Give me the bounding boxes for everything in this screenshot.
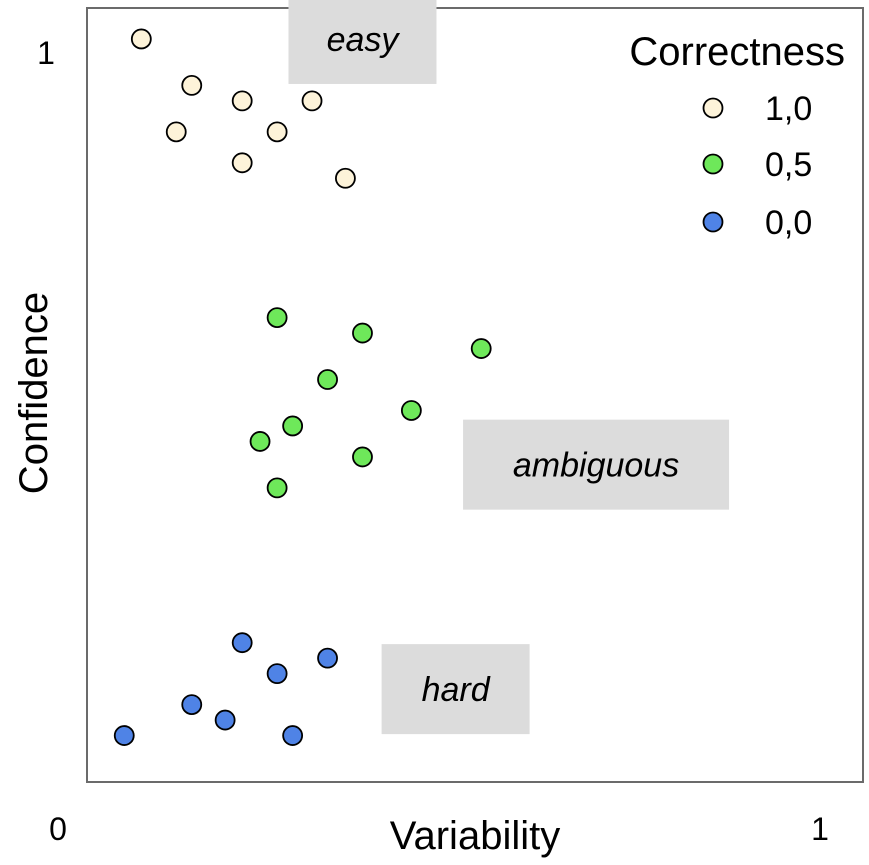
data-point-0-2: [231, 90, 253, 112]
data-point-1-7: [352, 446, 373, 468]
legend-marker-0: [702, 97, 724, 119]
data-point-1-8: [266, 477, 288, 499]
data-point-2-6: [282, 725, 304, 746]
legend-label-1: 0,5: [765, 146, 812, 184]
data-point-2-1: [317, 647, 338, 669]
data-point-1-6: [249, 431, 271, 452]
legend-title: Correctness: [629, 30, 845, 74]
x-tick-label-min: 0: [49, 811, 67, 847]
data-point-0-6: [231, 152, 253, 174]
annotation-box-hard: [381, 644, 530, 735]
data-point-2-2: [266, 663, 288, 685]
data-point-1-1: [352, 322, 373, 344]
legend: Correctness 1,0 0,5 0,0: [629, 30, 845, 242]
legend-label-0: 1,0: [765, 90, 812, 128]
data-point-0-7: [335, 167, 356, 189]
data-point-0-4: [165, 121, 187, 143]
data-point-0-0: [130, 28, 152, 50]
x-axis-label: Variability: [390, 814, 560, 858]
data-point-0-1: [181, 75, 203, 96]
points-layer: [113, 28, 492, 746]
legend-marker-1: [702, 153, 724, 175]
data-point-1-3: [317, 369, 338, 390]
x-tick-label-max: 1: [811, 811, 829, 847]
annotation-box-easy: [288, 0, 437, 84]
data-point-0-5: [266, 121, 288, 143]
data-point-2-3: [181, 694, 203, 715]
annotation-box-ambiguous: [463, 419, 730, 510]
annotation-label-easy: easy: [327, 21, 401, 59]
data-point-1-5: [282, 415, 304, 437]
legend-label-2: 0,0: [765, 204, 812, 242]
y-tick-label-max: 1: [37, 35, 55, 71]
annotation-label-ambiguous: ambiguous: [513, 447, 679, 485]
annotation-layer: easy ambiguous hard: [288, 0, 730, 735]
data-point-0-3: [301, 90, 323, 112]
data-point-2-5: [113, 725, 135, 746]
y-axis-label: Confidence: [12, 292, 56, 494]
data-point-1-4: [400, 400, 422, 421]
data-point-2-0: [231, 632, 253, 654]
data-point-1-2: [470, 338, 492, 359]
legend-marker-2: [702, 211, 724, 233]
annotation-label-hard: hard: [422, 671, 491, 709]
data-point-1-0: [266, 307, 288, 329]
data-point-2-4: [214, 709, 236, 731]
